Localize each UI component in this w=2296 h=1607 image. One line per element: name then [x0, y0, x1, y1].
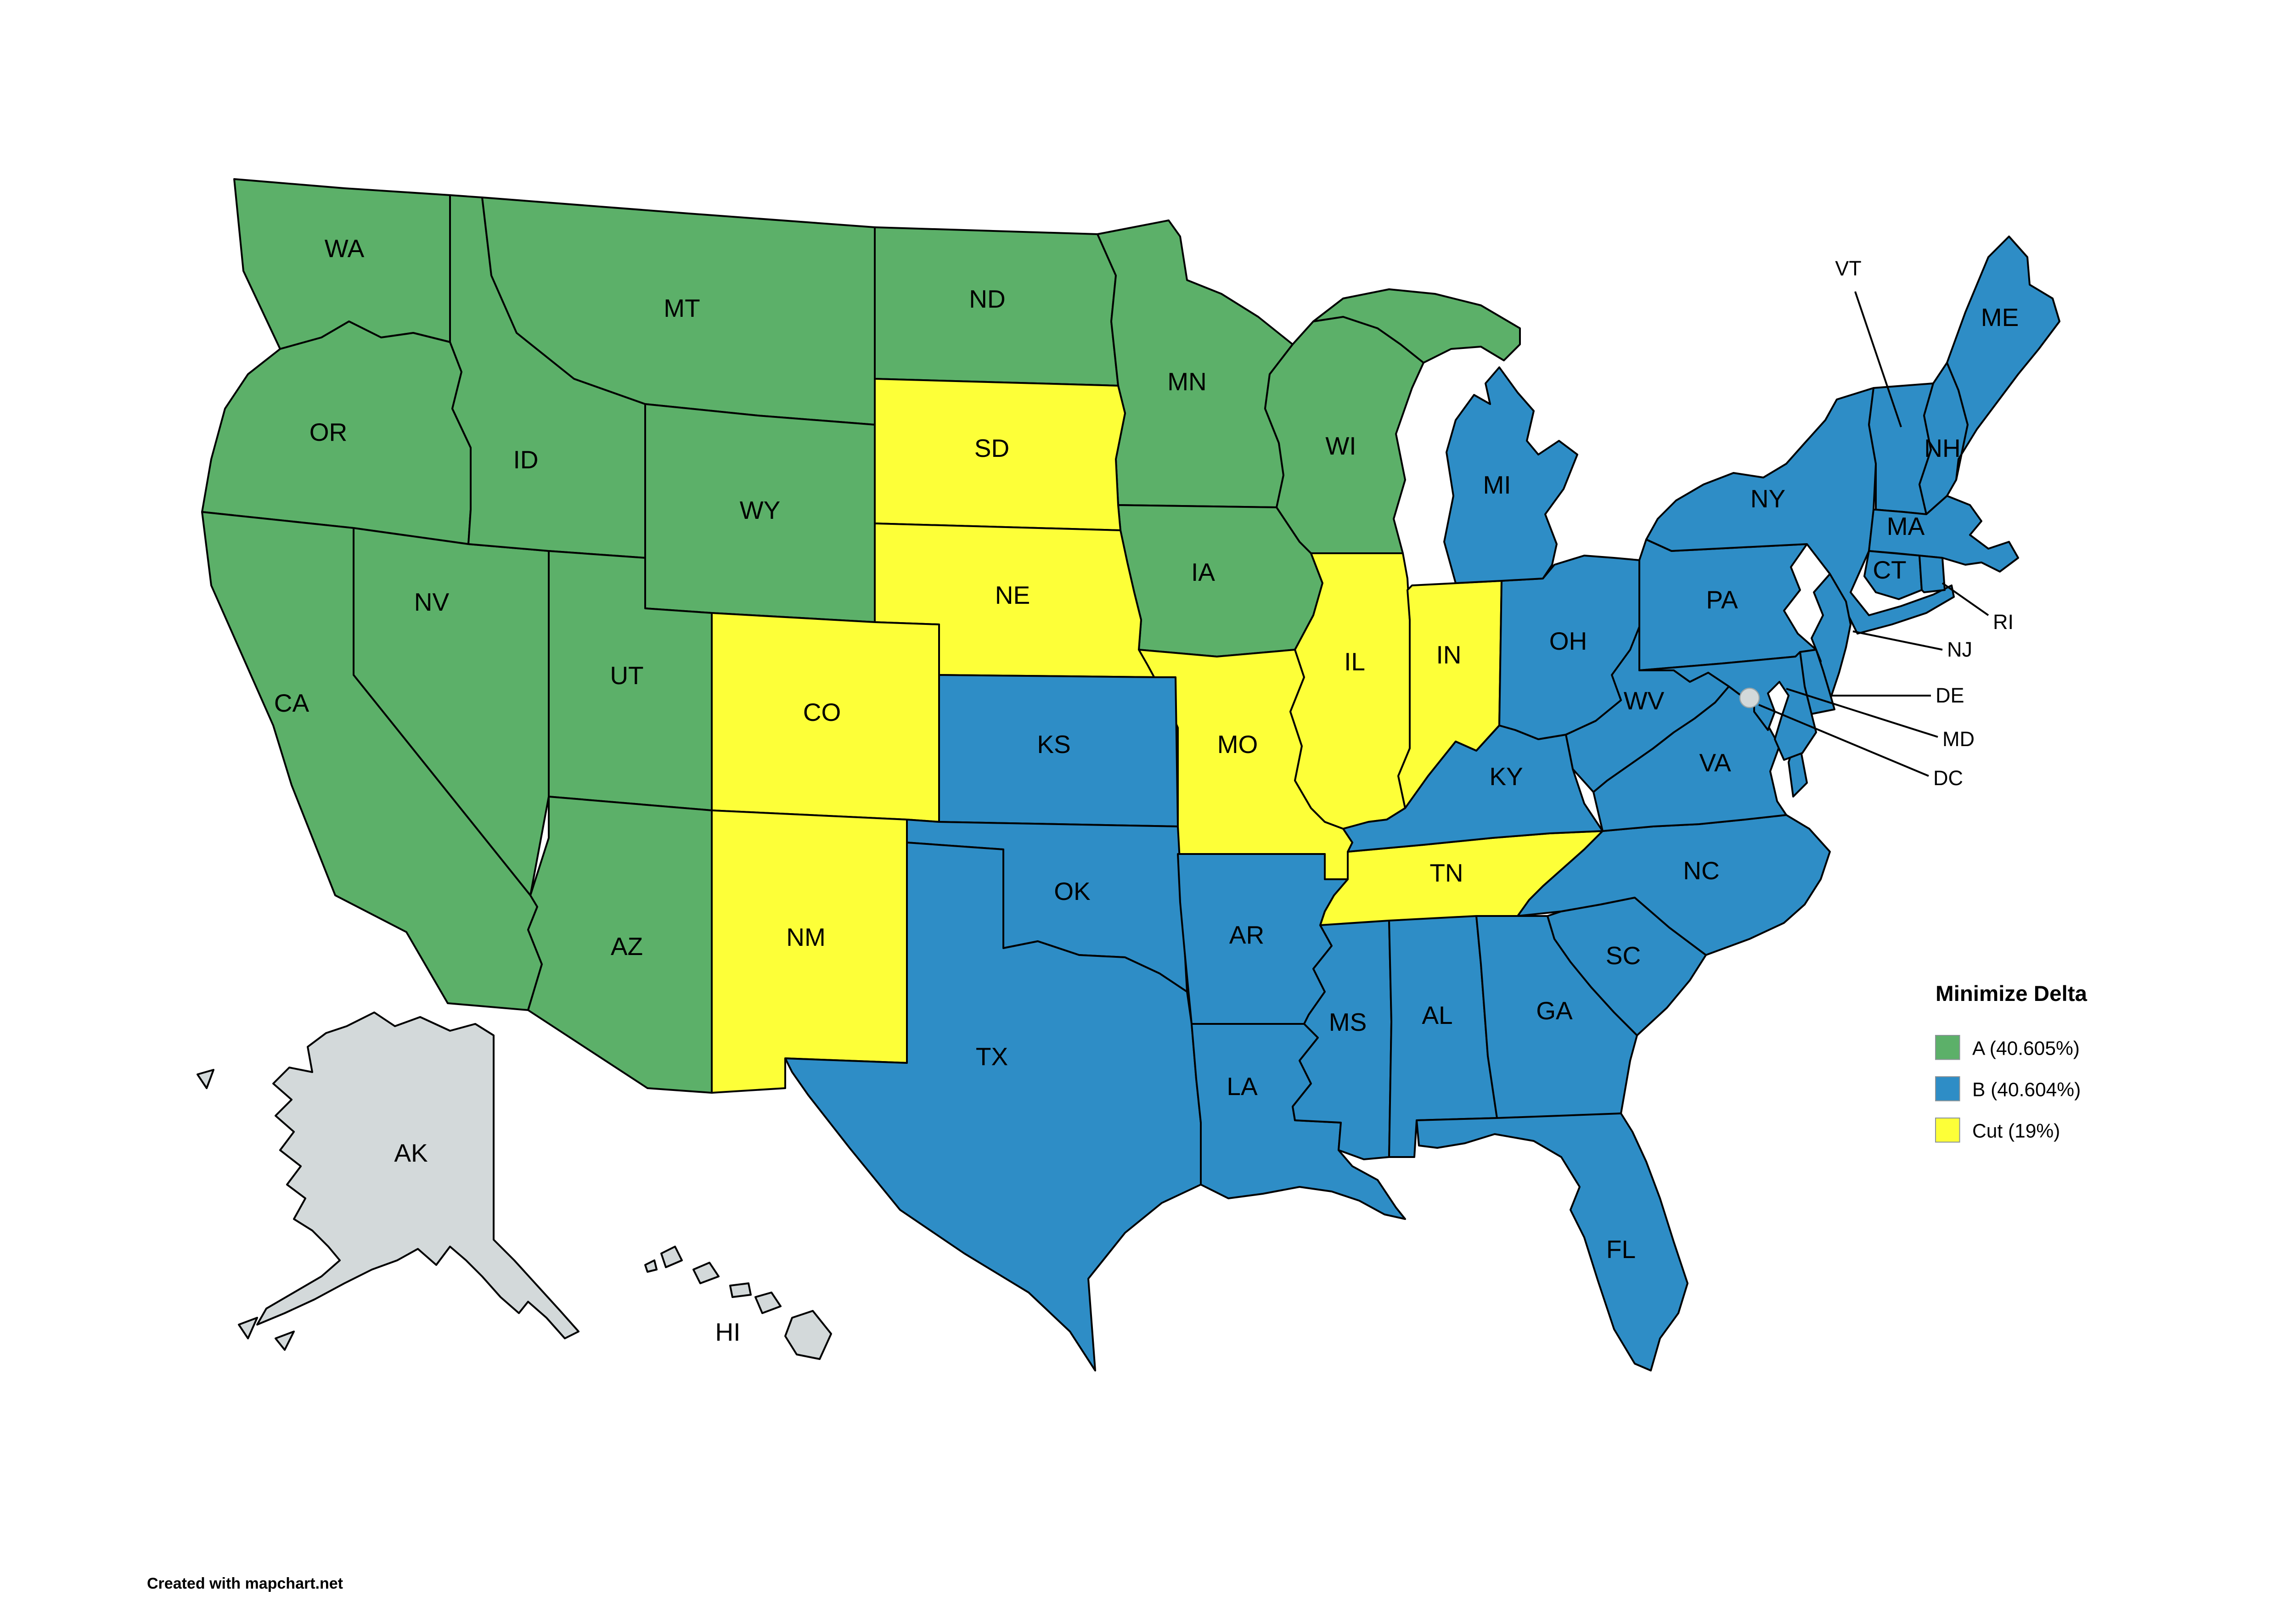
legend: Minimize Delta A (40.605%) B (40.604%) C… [1935, 982, 2088, 1143]
state-FL[interactable] [1416, 1113, 1688, 1371]
state-label-MD: MD [1942, 727, 1975, 751]
legend-swatch-a[interactable] [1935, 1035, 1960, 1060]
legend-item-a-label: A (40.605%) [1972, 1038, 2080, 1060]
state-OR[interactable] [201, 320, 472, 545]
state-OH[interactable] [1498, 555, 1640, 740]
state-AZ[interactable] [527, 796, 713, 1094]
state-ND[interactable] [874, 226, 1119, 387]
state-HI[interactable] [644, 1246, 832, 1360]
state-MI_UP[interactable] [1312, 288, 1521, 364]
state-KY[interactable] [1342, 725, 1604, 853]
leader-line-NJ [1852, 630, 1943, 651]
state-WI[interactable] [1264, 316, 1424, 554]
leader-line-MD [1786, 688, 1938, 738]
legend-item-cut-label: Cut (19%) [1972, 1121, 2060, 1142]
state-AK[interactable] [197, 1011, 580, 1351]
state-label-HI: HI [715, 1318, 741, 1346]
state-CT[interactable] [1863, 550, 1923, 600]
state-ME[interactable] [1946, 236, 2060, 481]
state-WY[interactable] [644, 403, 876, 623]
legend-swatch-cut[interactable] [1935, 1118, 1960, 1143]
legend-title: Minimize Delta [1936, 982, 2088, 1006]
state-MN[interactable] [1097, 219, 1294, 508]
legend-item-b-label: B (40.604%) [1972, 1079, 2081, 1101]
state-SD[interactable] [874, 378, 1126, 531]
state-label-VT: VT [1835, 257, 1862, 280]
legend-swatch-b[interactable] [1935, 1076, 1960, 1101]
state-MI[interactable] [1443, 366, 1578, 584]
regions-layer [197, 178, 2060, 1371]
state-label-DE: DE [1936, 684, 1964, 707]
callouts-layer: VT RI NJ DE MD DC [1758, 257, 2014, 790]
state-RI[interactable] [1919, 555, 1946, 593]
state-MD[interactable] [1638, 651, 1817, 761]
state-TX[interactable] [784, 842, 1202, 1371]
state-PA[interactable] [1638, 539, 1817, 671]
leader-line-VT [1854, 291, 1902, 427]
state-CO[interactable] [711, 612, 940, 823]
state-label-DC: DC [1933, 766, 1963, 790]
state-label-RI: RI [1993, 610, 2014, 634]
state-DC-dot[interactable] [1739, 687, 1760, 708]
state-label-NJ: NJ [1947, 638, 1972, 661]
leader-line-DC [1758, 704, 1929, 777]
attribution: Created with mapchart.net [147, 1575, 343, 1592]
state-NM[interactable] [711, 809, 908, 1094]
state-WA[interactable] [233, 178, 451, 350]
leader-line-RI [1941, 582, 1989, 616]
state-KS[interactable] [938, 674, 1179, 827]
